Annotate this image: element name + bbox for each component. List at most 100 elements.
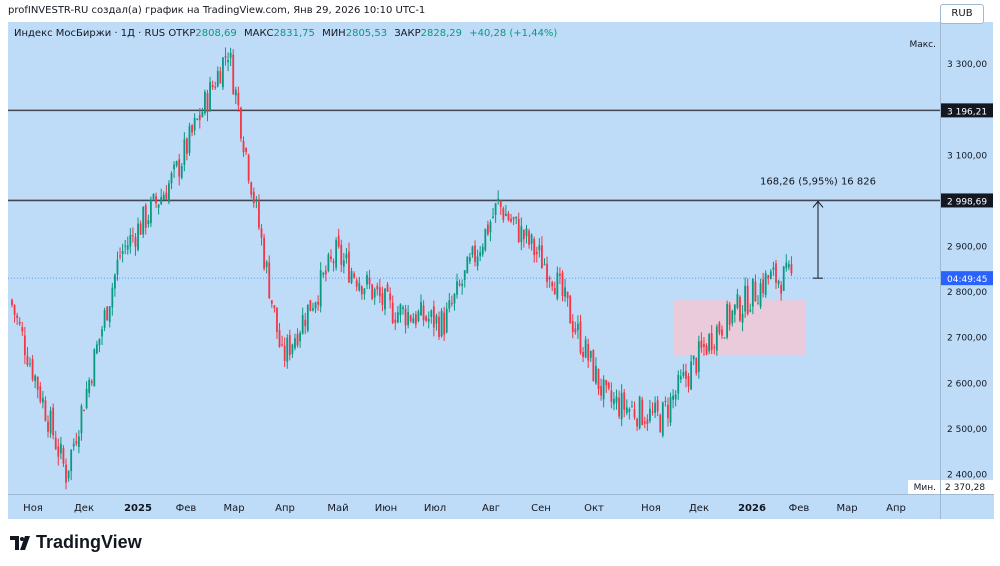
candle-body (649, 408, 651, 421)
min-value-label: 2 370,28 (945, 483, 985, 493)
candle-body (312, 308, 314, 311)
candle-body (448, 300, 451, 309)
candle-body (381, 293, 384, 305)
candle-body (13, 304, 16, 315)
axis-corner (940, 494, 994, 519)
candle-body (337, 235, 340, 247)
candle-body (579, 321, 582, 353)
candle-body (564, 287, 566, 297)
candle-body (471, 246, 474, 255)
candle-body (705, 345, 708, 355)
candle-body (324, 270, 327, 275)
last-price-badge-bg (941, 271, 993, 286)
candle-body (435, 315, 438, 324)
x-tick-label: 2026 (738, 503, 766, 514)
candle-body (52, 407, 55, 436)
candle-body (672, 395, 674, 400)
x-tick-label: Май (327, 503, 348, 514)
candle-body (466, 257, 469, 274)
candle-body (577, 323, 579, 331)
symbol-legend: Индекс МосБиржи · 1Д · RUS ОТКР2808,69 М… (14, 28, 561, 39)
candle-body (651, 411, 654, 413)
symbol-name[interactable]: Индекс МосБиржи · 1Д · RUS (14, 28, 166, 39)
candle-body (23, 335, 26, 356)
candle-body (607, 382, 610, 389)
level-badge-label: 3 196,21 (947, 107, 987, 117)
candle-body (427, 318, 430, 322)
candle-body (373, 289, 376, 298)
candle-body (661, 402, 664, 436)
candle-body (263, 237, 265, 269)
candle-body (512, 217, 515, 220)
candle-body (111, 287, 114, 308)
candle-body (173, 164, 175, 170)
candle-body (75, 440, 78, 444)
candle-body (116, 259, 119, 275)
plot-area[interactable]: 168,26 (5,95%) 16 826 Макс. Мин. Индекс Мо… (8, 22, 940, 494)
candle-body (682, 372, 685, 376)
candle-body (667, 404, 669, 419)
measure-arrowhead (812, 200, 824, 208)
candle-body (384, 288, 386, 310)
candle-body (690, 361, 693, 390)
level-badge-bg (941, 103, 993, 118)
candle-body (18, 321, 21, 324)
candle-body (780, 284, 783, 294)
candle-body (77, 436, 80, 447)
x-tick-label: Фев (789, 503, 810, 514)
candle-body (193, 117, 196, 131)
close-label: ЗАКР (394, 28, 421, 39)
candle-body (214, 86, 217, 88)
candle-body (211, 85, 214, 88)
price-axis[interactable]: 2 400,00 2 500,00 2 600,00 2 700,00 2 800,00… (940, 22, 993, 494)
candle-body (232, 54, 235, 95)
candle-body (186, 138, 188, 154)
candle-body (561, 272, 564, 296)
candle-body (422, 305, 425, 321)
candle-body (582, 352, 584, 358)
candle-body (502, 208, 505, 220)
candle-body (391, 302, 394, 323)
candle-body (602, 379, 605, 400)
candle-body (715, 326, 718, 351)
candle-body (726, 303, 729, 338)
candle-body (497, 198, 500, 202)
currency-button[interactable]: RUB (940, 4, 984, 24)
candle-body (98, 338, 101, 346)
candle-body (625, 407, 628, 414)
candle-body (47, 421, 49, 432)
level-badge-bg (941, 193, 993, 208)
low-value: 2805,53 (345, 28, 388, 39)
candle-body (389, 293, 392, 301)
y-tick-label: 3 300,00 (947, 60, 987, 70)
brand-name: TradingView (36, 532, 142, 552)
candle-body (234, 89, 237, 96)
candle-body (39, 386, 42, 402)
candle-body (265, 261, 268, 267)
candle-body (355, 280, 358, 287)
candle-body (790, 264, 793, 274)
candle-body (80, 405, 83, 434)
candle-body (378, 287, 381, 297)
candle-body (314, 302, 317, 309)
candle-body (739, 296, 741, 321)
candle-body (301, 315, 304, 334)
candle-body (587, 343, 590, 361)
candle-body (62, 448, 65, 464)
candle-body (479, 252, 482, 257)
candle-body (198, 114, 201, 121)
candle-body (468, 257, 471, 262)
candle-body (222, 57, 224, 88)
candle-body (533, 238, 536, 255)
change-value: +40,28 (+1,44%) (469, 28, 558, 39)
candle-body (494, 203, 497, 215)
candle-body (204, 91, 206, 114)
candle-body (638, 396, 641, 429)
x-tick-label: Дек (689, 503, 709, 514)
time-axis[interactable]: Ноя Дек 2025 Фев Мар Апр Май Июн Июл Авг Сен Окт Ноя… (8, 494, 940, 519)
candle-body (376, 285, 379, 290)
candle-body (767, 275, 770, 279)
candle-body (44, 400, 47, 421)
candle-body (751, 278, 754, 307)
candle-body (546, 263, 548, 283)
